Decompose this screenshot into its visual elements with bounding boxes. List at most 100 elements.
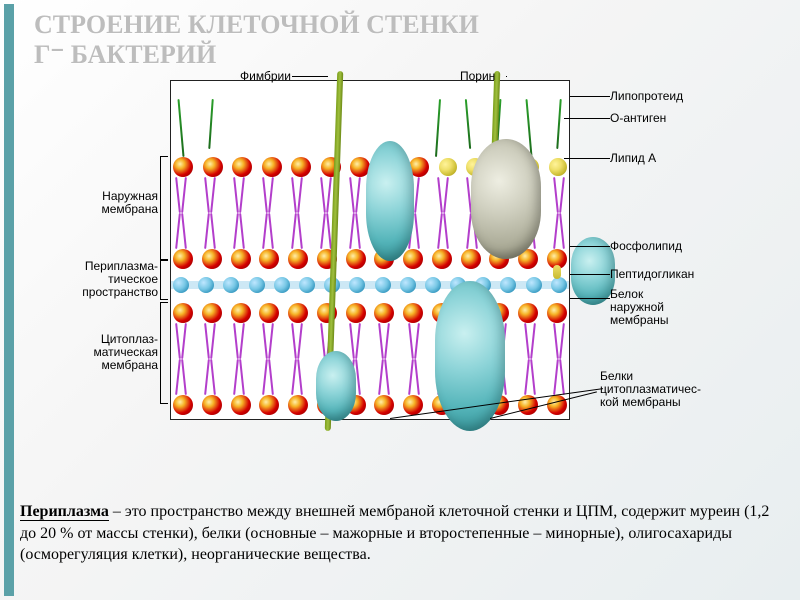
lipid-tail bbox=[379, 359, 385, 395]
phospholipid-head bbox=[262, 157, 282, 177]
leader bbox=[564, 118, 610, 119]
lipid-tail bbox=[530, 359, 536, 395]
lipid-tail bbox=[204, 177, 210, 213]
phospholipid-head bbox=[202, 395, 222, 415]
label-fimbriae: Фимбрии bbox=[240, 70, 291, 83]
lipid-tail bbox=[355, 177, 361, 213]
phospholipid-head bbox=[291, 157, 311, 177]
label-lipid-a: Липид А bbox=[610, 152, 656, 165]
lipid-tail bbox=[175, 359, 181, 395]
peptidoglycan-sphere bbox=[198, 277, 214, 293]
peptidoglycan-sphere bbox=[349, 277, 365, 293]
lipid-tail bbox=[175, 323, 181, 359]
lipid-tail bbox=[385, 323, 391, 359]
membrane-protein bbox=[435, 281, 505, 431]
phospholipid-head bbox=[403, 303, 423, 323]
lipid-tail bbox=[297, 323, 303, 359]
phospholipid-head bbox=[547, 395, 567, 415]
membrane-protein bbox=[571, 237, 615, 305]
lipid-tail bbox=[291, 359, 297, 395]
bottom-paragraph-text: – это пространство между внешней мембран… bbox=[20, 503, 769, 563]
lipid-tail bbox=[239, 213, 245, 249]
lipid-tail bbox=[437, 177, 443, 213]
lipid-tail bbox=[530, 323, 536, 359]
lipid-tail bbox=[553, 359, 559, 395]
lipid-tail bbox=[349, 177, 355, 213]
phospholipid-head bbox=[461, 249, 481, 269]
lipid-tail bbox=[291, 177, 297, 213]
peptidoglycan-row bbox=[171, 277, 569, 293]
phospholipid-head bbox=[374, 303, 394, 323]
lipid-tail bbox=[355, 213, 361, 249]
peptidoglycan-sphere bbox=[425, 277, 441, 293]
lipid-tail bbox=[437, 213, 443, 249]
leader bbox=[564, 158, 610, 159]
lipid-tail bbox=[175, 177, 181, 213]
term-periplasm: Периплазма bbox=[20, 503, 109, 521]
lipid-tail bbox=[553, 177, 559, 213]
label-periplasmic-space: Периплазма-тическоепространство bbox=[38, 260, 158, 300]
phospholipid-head bbox=[288, 395, 308, 415]
lipid-tail bbox=[443, 213, 449, 249]
lipid-tail bbox=[297, 177, 303, 213]
lipid-tail bbox=[355, 359, 361, 395]
title-line-1: СТРОЕНИЕ КЛЕТОЧНОЙ СТЕНКИ bbox=[34, 10, 780, 40]
lipid-tail bbox=[210, 177, 216, 213]
lipid-tail bbox=[414, 323, 420, 359]
lipid-tail bbox=[181, 359, 187, 395]
lipid-tail bbox=[181, 177, 187, 213]
phospholipid-head bbox=[173, 303, 193, 323]
lipid-tail bbox=[414, 177, 420, 213]
phospholipid-head bbox=[288, 249, 308, 269]
o-antigen-chain bbox=[435, 99, 441, 157]
lipid-tail bbox=[204, 213, 210, 249]
lipid-tail bbox=[204, 323, 210, 359]
o-antigen-chain bbox=[177, 99, 184, 157]
lipid-tail bbox=[181, 323, 187, 359]
phospholipid-head bbox=[231, 303, 251, 323]
lipid-tail bbox=[414, 359, 420, 395]
phospholipid-head bbox=[259, 303, 279, 323]
label-outer-membrane: Наружнаямембрана bbox=[38, 190, 158, 216]
phospholipid-head bbox=[432, 249, 452, 269]
lipid-tails-row bbox=[171, 359, 569, 395]
lipid-tail bbox=[553, 213, 559, 249]
peptidoglycan-sphere bbox=[223, 277, 239, 293]
lipid-tail bbox=[268, 213, 274, 249]
label-cytoplasmic-membrane-proteins: Белкицитоплазматичес-кой мембраны bbox=[600, 370, 701, 410]
lipid-tail bbox=[233, 323, 239, 359]
phospholipid-head bbox=[232, 157, 252, 177]
phospholipid-head bbox=[346, 249, 366, 269]
lipid-tail bbox=[320, 213, 326, 249]
bracket-periplasm bbox=[160, 260, 168, 300]
peptidoglycan-sphere bbox=[551, 277, 567, 293]
lipid-tail bbox=[559, 323, 565, 359]
lipid-tail bbox=[181, 213, 187, 249]
lipid-tail bbox=[268, 177, 274, 213]
peptidoglycan-sphere bbox=[500, 277, 516, 293]
lipoprotein bbox=[553, 265, 561, 279]
lipid-tail bbox=[291, 213, 297, 249]
bracket-outer-membrane bbox=[160, 156, 168, 260]
lipid-tail bbox=[559, 177, 565, 213]
lipid-tail bbox=[210, 213, 216, 249]
lipid-tail bbox=[239, 323, 245, 359]
lipid-tail bbox=[414, 213, 420, 249]
lipid-tail bbox=[385, 359, 391, 395]
slide-title: СТРОЕНИЕ КЛЕТОЧНОЙ СТЕНКИ Г⁻ БАКТЕРИЙ bbox=[34, 10, 780, 70]
left-accent-bar bbox=[4, 4, 14, 596]
diagram-frame bbox=[170, 80, 570, 420]
lipid-tail bbox=[175, 213, 181, 249]
peptidoglycan-sphere bbox=[274, 277, 290, 293]
phospholipid-head bbox=[288, 303, 308, 323]
lipid-tail bbox=[320, 177, 326, 213]
phospholipid-head bbox=[173, 157, 193, 177]
leader bbox=[570, 96, 610, 97]
lipid-tail bbox=[559, 213, 565, 249]
lipid-tail bbox=[268, 359, 274, 395]
lipid-tail bbox=[443, 177, 449, 213]
o-antigen-chain bbox=[208, 99, 213, 149]
leader bbox=[570, 246, 610, 247]
lipid-tail bbox=[408, 359, 414, 395]
phospholipid-head bbox=[346, 303, 366, 323]
